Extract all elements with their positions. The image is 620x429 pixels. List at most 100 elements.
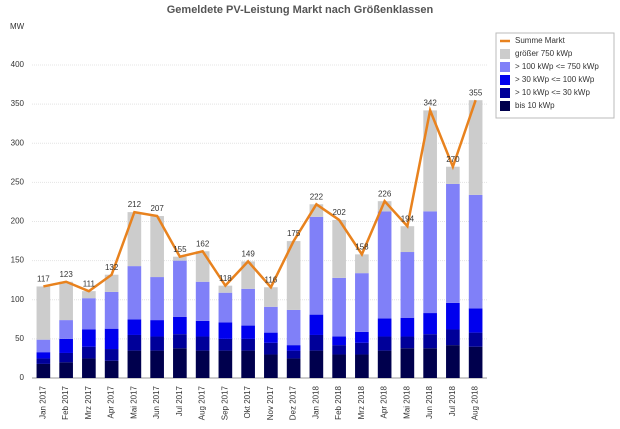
bar-segment	[286, 309, 301, 346]
x-tick-label: Jul 2018	[448, 385, 457, 416]
bar-segment	[332, 345, 346, 355]
bar-segment	[468, 346, 483, 378]
bar-segment	[173, 334, 187, 349]
x-tick-label: Apr 2017	[107, 385, 116, 418]
x-tick-label: Mai 2017	[129, 385, 138, 418]
data-label: 158	[355, 242, 369, 251]
bar-segment	[150, 216, 164, 278]
bar-segment	[286, 241, 301, 310]
bar-segment	[264, 342, 278, 355]
x-tick-label: Okt 2017	[243, 385, 252, 418]
y-tick-label: 300	[11, 138, 25, 147]
bar-segment	[377, 336, 392, 351]
y-tick-label: 250	[11, 177, 25, 186]
x-tick-label: Mrz 2018	[357, 385, 366, 419]
data-label: 226	[378, 189, 392, 198]
bar-segment	[150, 320, 164, 337]
bar-segment	[59, 362, 73, 378]
bar-segment	[423, 348, 437, 378]
y-tick-label: 50	[15, 334, 24, 343]
x-tick-label: Sep 2017	[220, 385, 229, 420]
bar-segment	[195, 336, 210, 351]
data-label: 111	[83, 279, 96, 288]
bar-segment	[241, 350, 255, 378]
bar-segment	[377, 318, 392, 337]
total-line	[43, 99, 477, 293]
bar-segment	[173, 316, 187, 335]
bar-segment	[309, 216, 324, 315]
bar-segment	[104, 274, 119, 292]
data-label: 123	[59, 270, 73, 279]
legend-swatch	[500, 49, 510, 59]
bar-segment	[400, 252, 415, 318]
data-label: 355	[469, 88, 483, 97]
bar-segment	[446, 166, 460, 184]
bar-segment	[150, 336, 164, 351]
data-label: 270	[446, 155, 460, 164]
bar-segment	[82, 329, 96, 347]
bar-segment	[59, 320, 73, 339]
bar-segment	[309, 350, 324, 378]
bar-segment	[150, 350, 164, 378]
bar-segment	[286, 345, 301, 351]
bar-segment	[150, 277, 164, 321]
bar-segment	[36, 286, 51, 340]
bar-segment	[332, 336, 346, 346]
data-label: 149	[241, 250, 255, 259]
legend-swatch	[500, 75, 510, 85]
bar-segment	[104, 291, 119, 329]
bar-segment	[241, 261, 255, 289]
x-tick-label: Mrz 2017	[84, 385, 93, 419]
bar-segment	[173, 348, 187, 378]
bar-segment	[218, 338, 233, 351]
bar-segment	[195, 320, 210, 337]
bar-segment	[104, 328, 119, 350]
x-tick-label: Apr 2018	[380, 385, 389, 418]
bar-segment	[127, 334, 142, 351]
bar-segment	[400, 336, 415, 349]
bar-segment	[195, 281, 210, 321]
data-label: 207	[150, 204, 164, 213]
bar-segment	[264, 287, 278, 307]
bar-segment	[218, 285, 233, 293]
bar-segment	[59, 352, 73, 363]
bar-segment	[446, 345, 460, 378]
data-label: 162	[196, 239, 210, 248]
bar-segment	[377, 201, 392, 212]
bar-segment	[127, 350, 142, 378]
data-label: 132	[105, 263, 119, 272]
bar-segment	[104, 360, 119, 378]
bar-segment	[36, 358, 51, 364]
bar-segment	[59, 338, 73, 353]
bar-segment	[355, 342, 369, 355]
data-label: 212	[128, 200, 142, 209]
bar-segment	[264, 306, 278, 333]
bar-segment	[400, 317, 415, 337]
legend-box	[495, 32, 615, 119]
bar-segment	[59, 281, 73, 321]
bar-segment	[446, 302, 460, 330]
x-tick-label: Jan 2018	[311, 385, 320, 418]
y-tick-label: 400	[11, 60, 25, 69]
legend-label: Summe Markt	[515, 36, 566, 45]
legend-swatch	[500, 101, 510, 111]
bar-segment	[355, 273, 369, 332]
legend-label: > 30 kWp <= 100 kWp	[515, 75, 595, 84]
bar-segment	[377, 211, 392, 319]
bar-segment	[82, 291, 96, 299]
legend-swatch	[500, 88, 510, 98]
bar-segment	[218, 292, 233, 323]
data-label: 118	[219, 274, 232, 283]
bar-segment	[36, 352, 51, 359]
bar-segment	[127, 212, 142, 267]
bar-segment	[195, 350, 210, 378]
x-tick-label: Jun 2018	[425, 385, 434, 418]
bar-segment	[36, 363, 51, 378]
bar-segment	[104, 349, 119, 361]
bar-segment	[127, 266, 142, 320]
bar-segment	[286, 358, 301, 378]
legend-swatch	[500, 62, 510, 72]
bar-segment	[423, 110, 437, 212]
legend-label: > 10 kWp <= 30 kWp	[515, 88, 590, 97]
x-tick-label: Jan 2017	[38, 385, 47, 418]
